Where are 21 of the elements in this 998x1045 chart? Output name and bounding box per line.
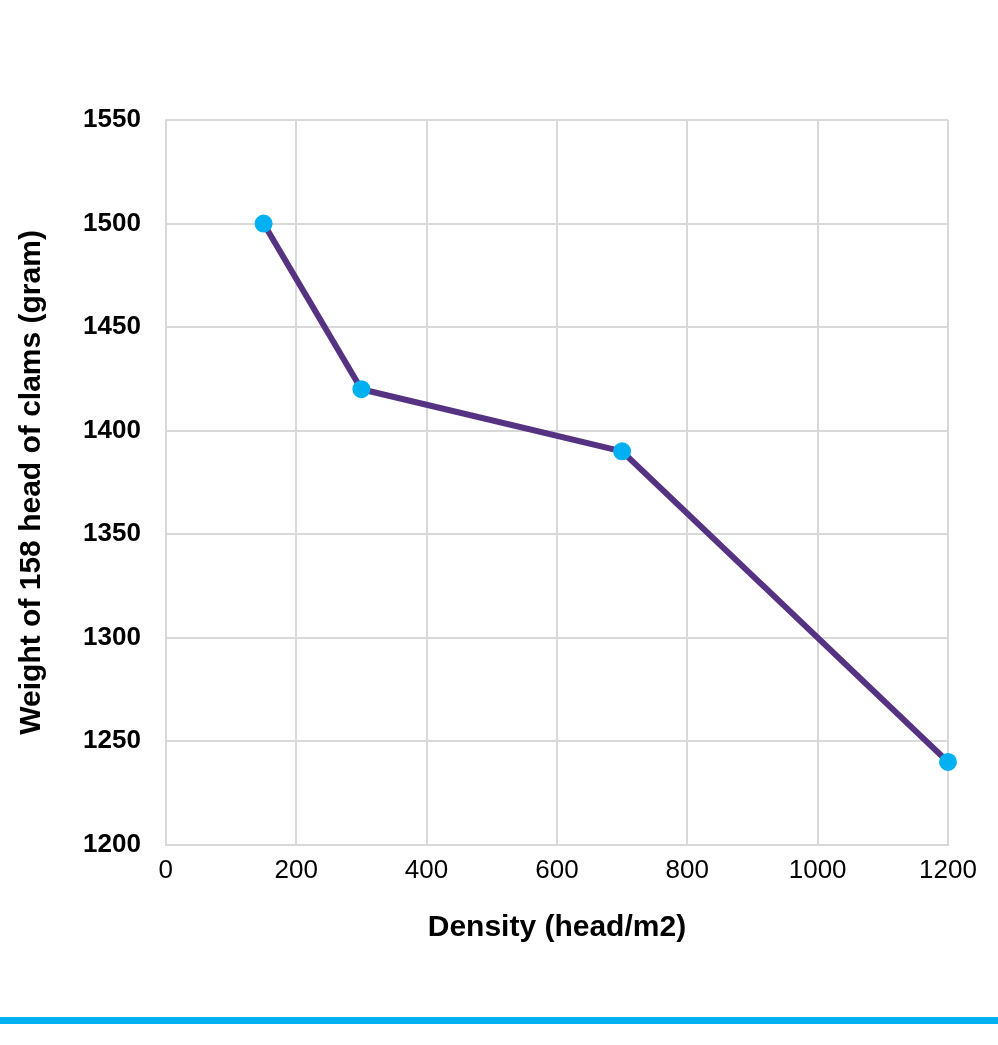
y-tick-label: 1400 bbox=[83, 413, 141, 444]
y-tick-label: 1200 bbox=[83, 827, 141, 858]
x-tick-label: 600 bbox=[535, 853, 579, 884]
x-tick-label: 1200 bbox=[919, 853, 977, 884]
x-tick-label: 1000 bbox=[788, 853, 847, 884]
y-tick-label: 1250 bbox=[83, 724, 141, 755]
x-tick-label: 200 bbox=[274, 853, 318, 884]
x-tick-label: 800 bbox=[665, 853, 709, 884]
x-tick-label: 400 bbox=[404, 853, 449, 884]
y-tick-label: 1550 bbox=[83, 103, 141, 134]
point bbox=[613, 442, 632, 461]
y-axis-title: Weight of 158 head of clams (gram) bbox=[13, 230, 47, 735]
y-tick-label: 1450 bbox=[83, 310, 141, 341]
x-tick-label: 0 bbox=[158, 853, 174, 884]
y-tick-label: 1350 bbox=[83, 517, 141, 548]
point bbox=[254, 214, 273, 233]
x-axis-title: Density (head/m2) bbox=[427, 909, 687, 943]
point bbox=[352, 380, 371, 399]
y-tick-label: 1300 bbox=[83, 620, 141, 651]
point bbox=[939, 752, 957, 771]
y-tick-label: 1500 bbox=[83, 206, 141, 237]
